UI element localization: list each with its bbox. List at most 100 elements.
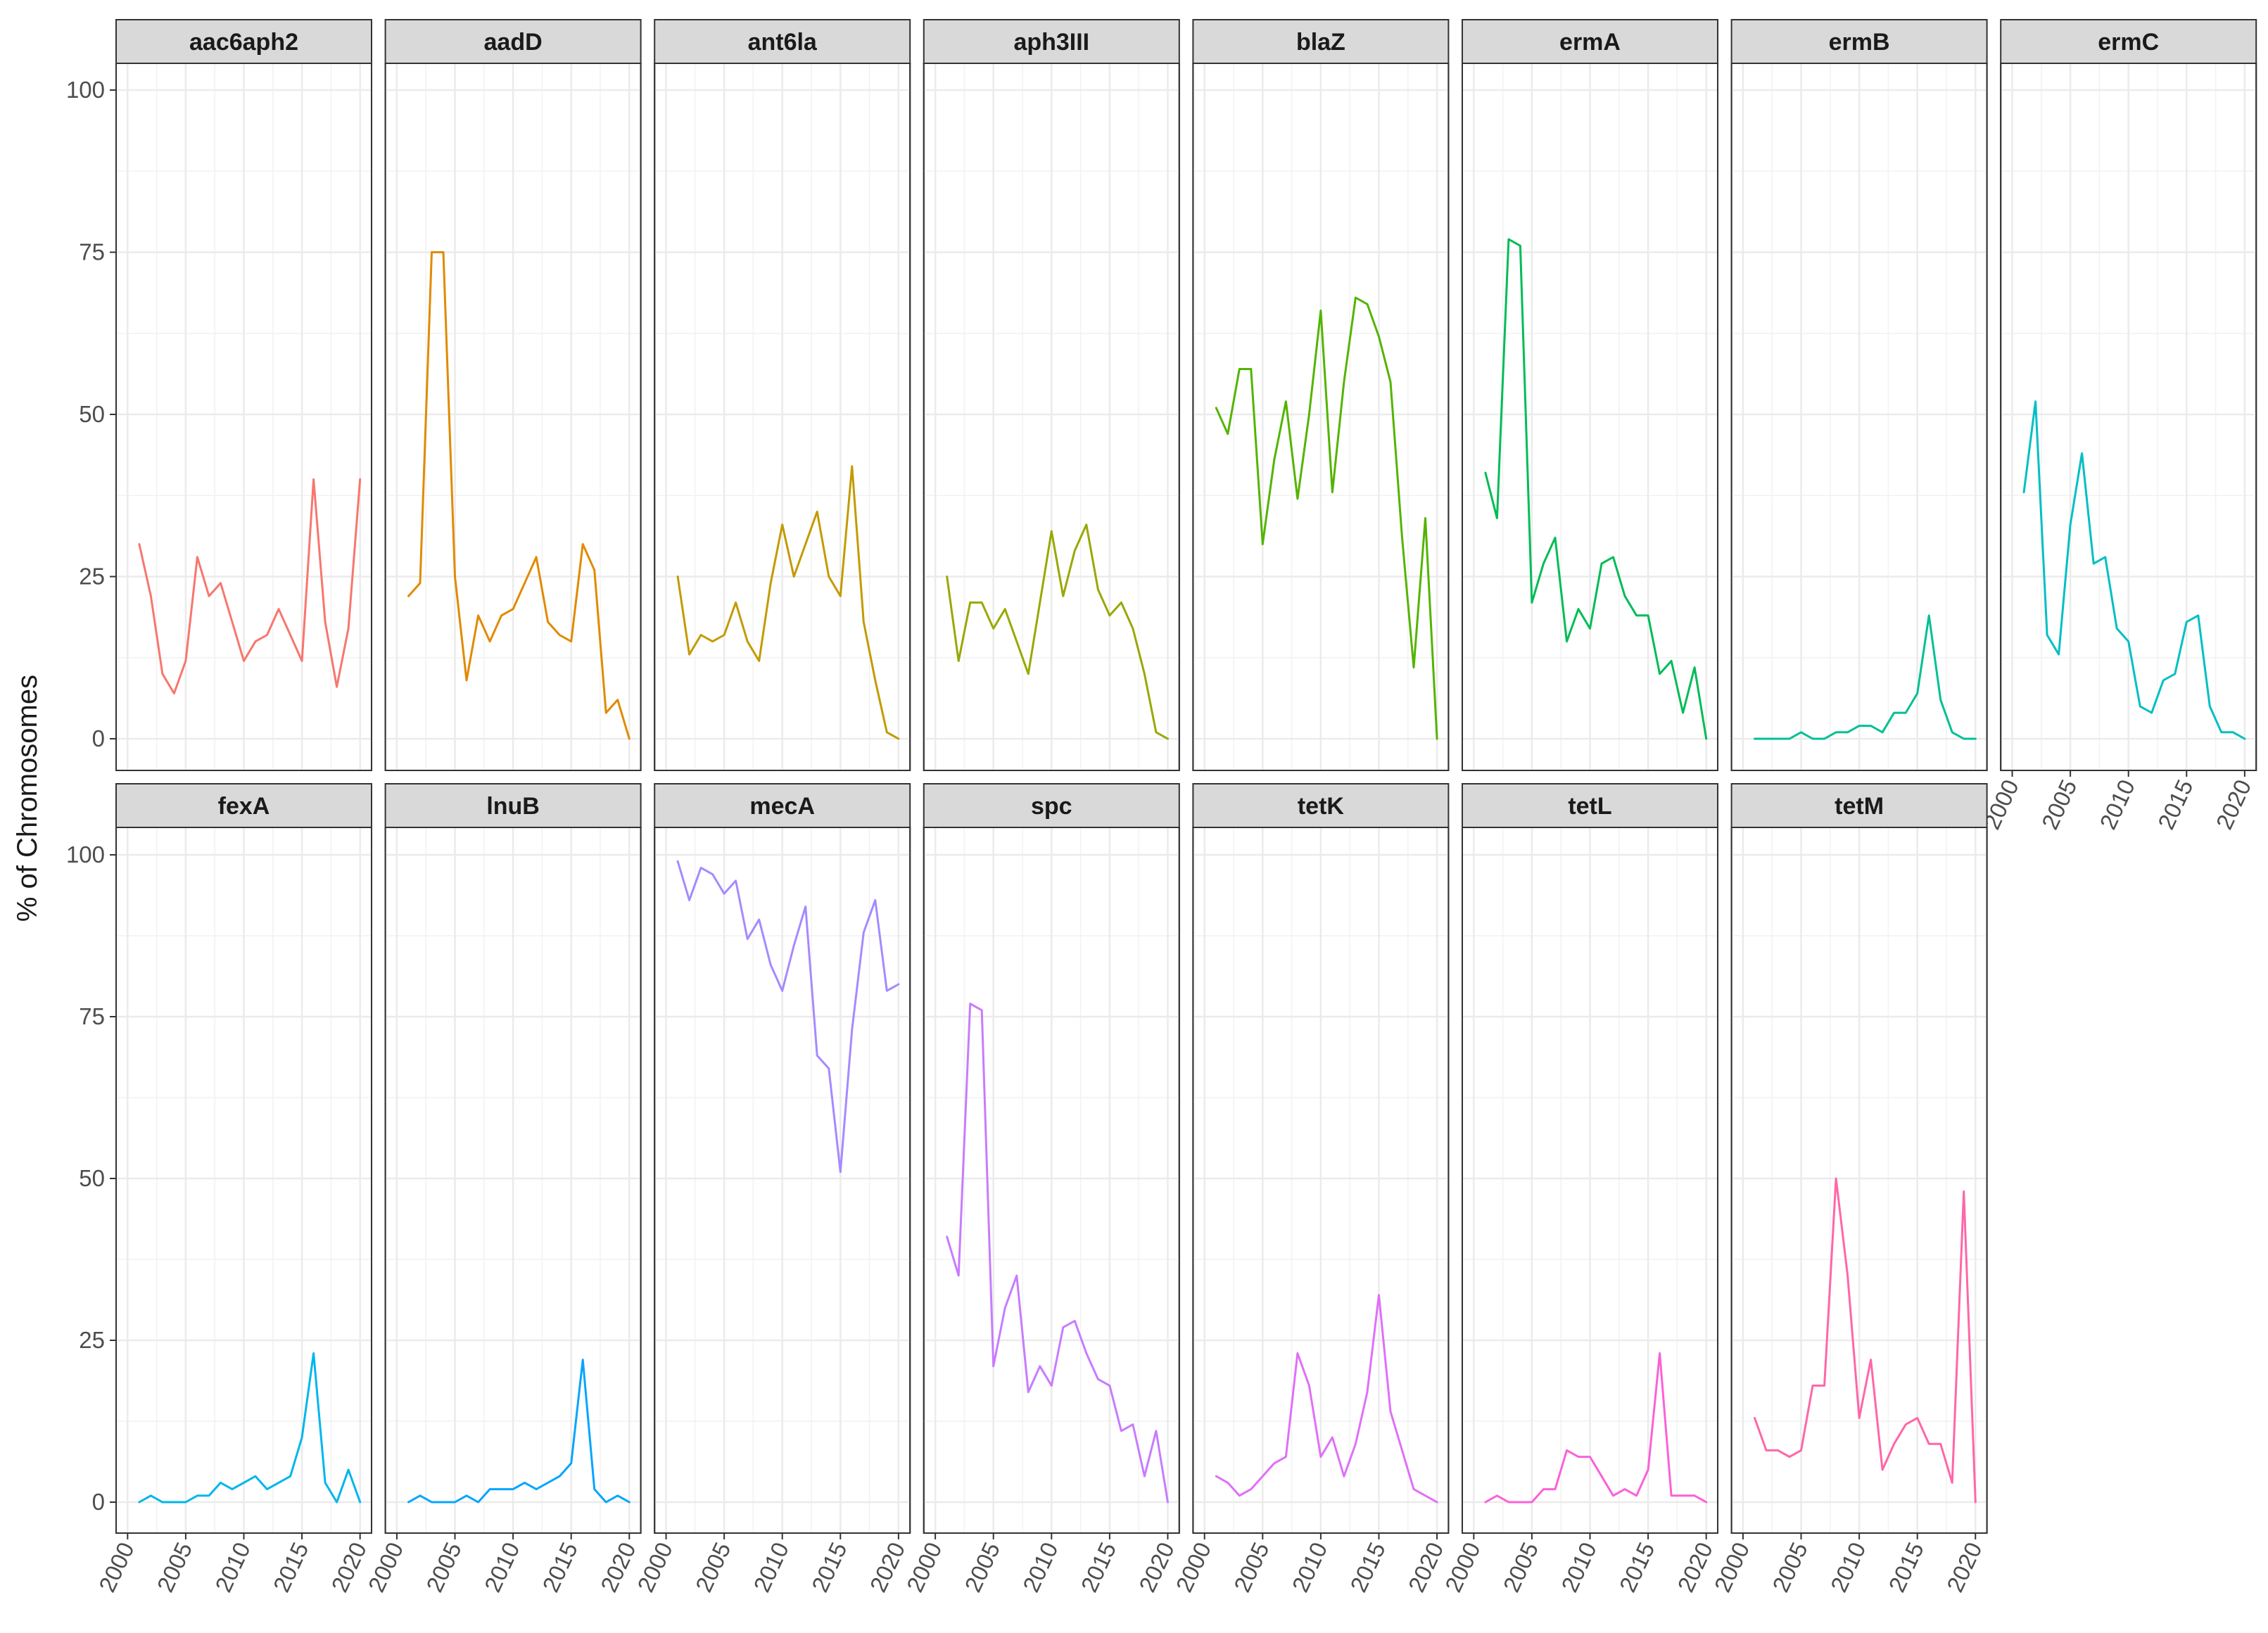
y-axis-title: % of Chromosomes [12,675,43,922]
series-line-blaZ [1215,296,1438,740]
x-tick-label: 2000 [1709,1538,1755,1596]
facet-panel-blaZ: blaZ [1192,19,1450,771]
x-tick-label: 2005 [959,1538,1005,1596]
facet-strip [1462,19,1718,64]
x-tick-label: 2020 [1672,1538,1718,1596]
x-tick-label: 2020 [865,1538,911,1596]
series-line-aph3III [946,523,1169,740]
facet-strip-label: ermA [1559,29,1621,56]
facet-strip-label: blaZ [1296,29,1345,56]
x-tick-label: 2000 [94,1538,139,1596]
facet-strip [654,783,911,828]
series-line-aadD [407,251,631,740]
facet-panel-lnuB: lnuB 2000 2005 2010 2015 2020 [363,783,642,1596]
facet-strip-label: fexA [218,793,270,820]
x-tick-label: 2005 [152,1538,198,1596]
y-tick-label: 0 [92,725,105,751]
x-tick-label: 2000 [1440,1538,1485,1596]
facet-strip-label: tetM [1835,793,1884,820]
x-tick-label: 2010 [1825,1538,1871,1596]
y-tick-label: 100 [66,77,105,103]
x-tick-label: 2005 [2036,775,2082,833]
x-tick-label: 2010 [2094,775,2140,833]
x-tick-label: 2020 [595,1538,641,1596]
x-tick-label: 2015 [1614,1538,1660,1596]
facet-strip-label: tetK [1298,793,1345,820]
facet-strip [654,19,911,64]
facet-panel-mecA: mecA 2000 2005 2010 2015 2020 [632,783,911,1596]
facet-panel-tetL: tetL 2000 2005 2010 2015 2020 [1440,783,1718,1596]
series-line-ermC [2022,400,2246,740]
series-line-ermB [1754,614,1977,740]
x-tick-label: 2015 [268,1538,314,1596]
series-line-fexA [138,1352,362,1504]
series-line-tetM [1754,1177,1977,1504]
facet-panel-ermB: ermB [1730,19,1988,771]
x-tick-label: 2000 [1171,1538,1217,1596]
facet-strip [1192,783,1450,828]
facet-strip-label: aadD [484,29,543,56]
x-tick-label: 2015 [2153,775,2198,833]
facet-panel-aac6aph2: aac6aph2 0 25 50 75 100 [66,19,372,771]
facet-strip [1462,783,1718,828]
facet-strip [115,783,372,828]
facet-strip [923,783,1180,828]
series-line-ant6la [676,465,900,740]
series-line-tetL [1484,1352,1708,1504]
x-tick-label: 2010 [479,1538,525,1596]
x-tick-label: 2005 [1767,1538,1813,1596]
x-tick-label: 2005 [421,1538,467,1596]
facet-strip-label: lnuB [486,793,540,820]
x-tick-label: 2020 [1941,1538,1987,1596]
facet-panel-ermA: ermA [1462,19,1718,771]
facet-strip-label: ermC [2098,29,2159,56]
x-tick-label: 2010 [748,1538,794,1596]
facet-strip [1730,783,1988,828]
x-tick-label: 2000 [363,1538,409,1596]
y-tick-label: 75 [79,239,105,265]
y-tick-label: 0 [92,1489,105,1515]
facet-panel-spc: spc 2000 2005 2010 2015 2020 [901,783,1180,1596]
facet-strip-label: ermB [1829,29,1890,56]
facet-strip [1730,19,1988,64]
x-tick-label: 2020 [1403,1538,1449,1596]
facet-panel-aph3III: aph3III [923,19,1180,771]
facet-strip [384,783,642,828]
x-tick-label: 2005 [690,1538,736,1596]
x-tick-label: 2020 [326,1538,372,1596]
facet-panel-tetK: tetK 2000 2005 2010 2015 2020 [1171,783,1450,1596]
x-tick-label: 2010 [210,1538,255,1596]
series-line-ermA [1484,238,1708,740]
y-tick-label: 75 [79,1003,105,1029]
series-line-aac6aph2 [138,478,362,694]
y-tick-label: 25 [79,564,105,590]
y-tick-label: 25 [79,1327,105,1353]
x-tick-label: 2000 [632,1538,678,1596]
facet-strip-label: aph3III [1013,29,1089,56]
facet-panel-aadD: aadD [384,19,642,771]
x-tick-label: 2015 [537,1538,583,1596]
facet-panel-tetM: tetM 2000 2005 2010 2015 2020 [1709,783,1988,1596]
facet-strip-label: aac6aph2 [189,29,298,56]
x-tick-label: 2005 [1229,1538,1274,1596]
x-tick-label: 2010 [1287,1538,1333,1596]
series-line-mecA [676,860,900,1174]
facet-strip-label: tetL [1568,793,1611,820]
facet-strip-label: spc [1031,793,1072,820]
series-line-tetK [1215,1294,1438,1504]
series-line-spc [946,1003,1169,1504]
y-tick-label: 50 [79,401,105,427]
facet-strip [384,19,642,64]
series-line-lnuB [407,1359,631,1504]
facet-strip [2000,19,2257,64]
x-tick-label: 2020 [2211,775,2257,833]
x-tick-label: 2005 [1498,1538,1544,1596]
facet-strip [923,19,1180,64]
x-tick-label: 2010 [1556,1538,1602,1596]
facet-strip [1192,19,1450,64]
facet-strip [115,19,372,64]
y-tick-label: 100 [66,841,105,868]
x-tick-label: 2015 [1076,1538,1122,1596]
